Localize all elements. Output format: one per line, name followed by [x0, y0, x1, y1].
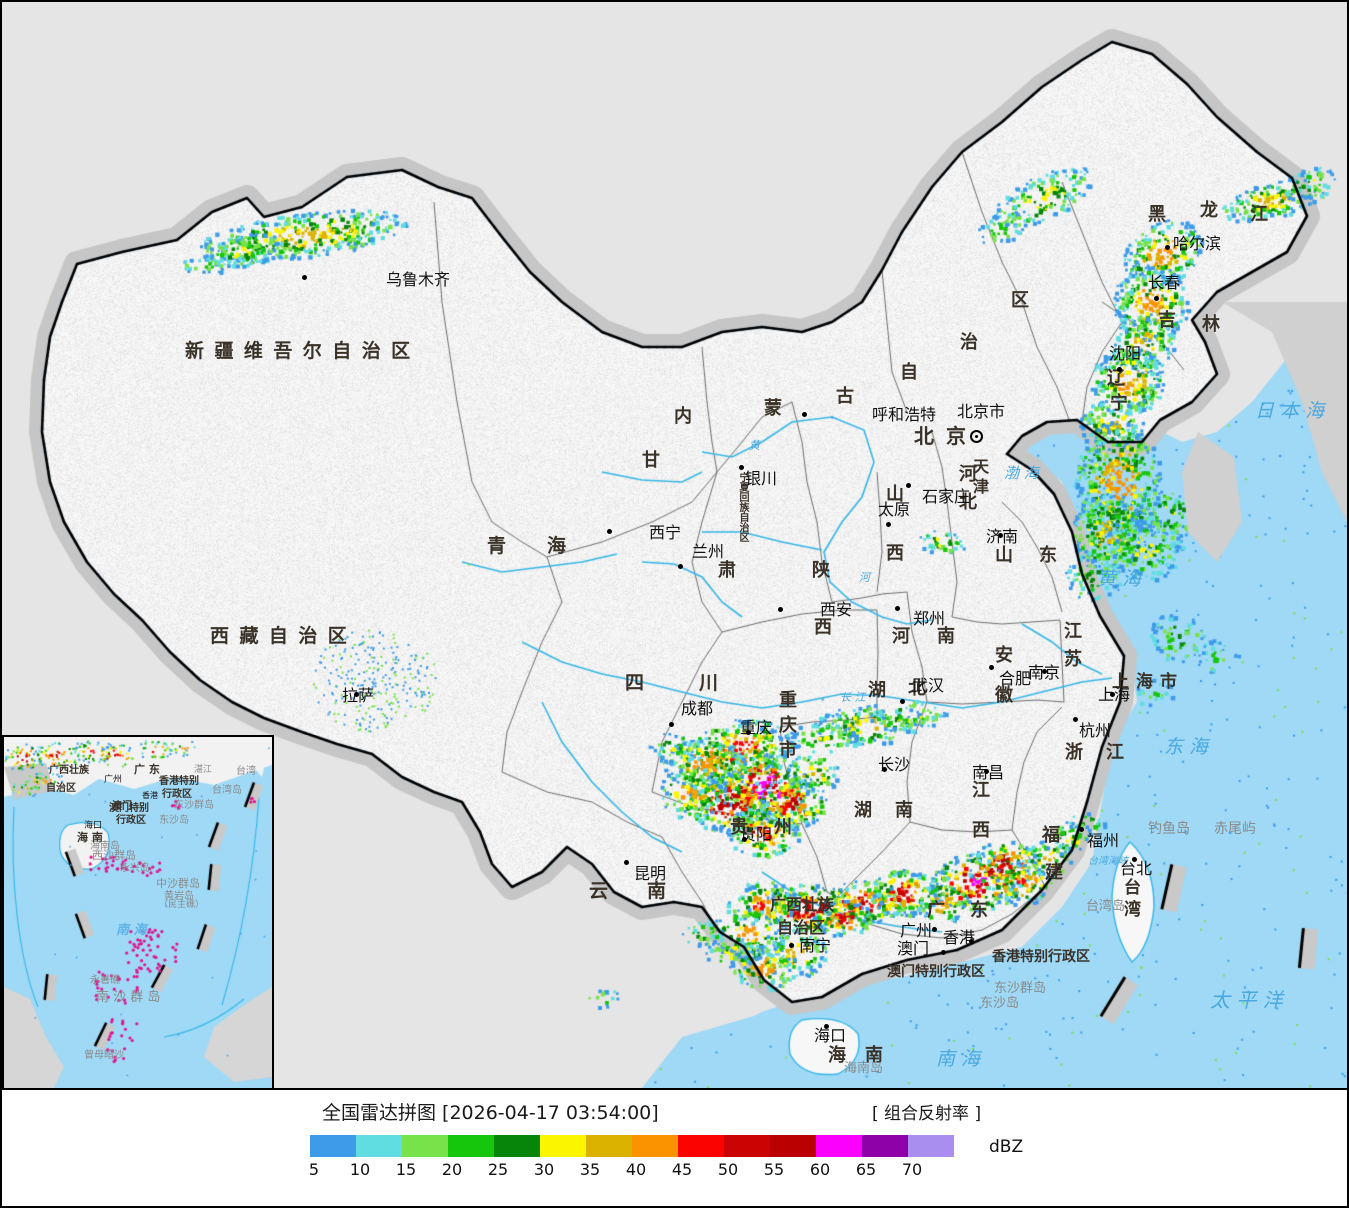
colorbar-tick-55: 55	[764, 1160, 784, 1179]
city-marker	[895, 606, 900, 611]
colorbar-tick-45: 45	[672, 1160, 692, 1179]
city-marker	[932, 927, 937, 932]
colorbar-swatch-60	[816, 1135, 862, 1157]
city-marker	[984, 769, 989, 774]
colorbar-tick-20: 20	[442, 1160, 462, 1179]
colorbar-unit-label: dBZ	[989, 1137, 1023, 1157]
page-title: 全国雷达拼图 [2026-04-17 03:54:00]	[322, 1098, 659, 1125]
colorbar-swatch-15	[402, 1135, 448, 1157]
colorbar-tick-15: 15	[396, 1160, 416, 1179]
city-marker	[669, 722, 674, 727]
city-marker	[354, 692, 359, 697]
colorbar-swatch-5	[310, 1135, 356, 1157]
city-marker	[302, 275, 307, 280]
colorbar-swatch-35	[586, 1135, 632, 1157]
city-marker	[900, 699, 905, 704]
colorbar-swatch-50	[724, 1135, 770, 1157]
capital-marker-beijing	[970, 430, 983, 443]
colorbar-tick-70: 70	[902, 1160, 922, 1179]
colorbar-swatch-30	[540, 1135, 586, 1157]
map-panel[interactable]: 新疆维吾尔自治区 西藏自治区青海甘肃内蒙古自治区宁夏回族自治区陕西山西河北山东河南…	[0, 0, 1349, 1090]
dbz-colorbar	[310, 1135, 954, 1157]
south-china-sea-inset[interactable]: 广 东广州 湛江 台湾 香港特别 行政区 台湾岛 澳门 香港 澳门特别 行政区 东沙群岛 东沙岛 广西壮…	[2, 735, 274, 1090]
city-marker	[824, 1024, 829, 1029]
city-marker	[1110, 692, 1115, 697]
colorbar-tick-labels: 5 10 15 20 25 30 35 40 45 50 55 60 65 70	[0, 1160, 1349, 1178]
colorbar-swatch-55	[770, 1135, 816, 1157]
city-marker	[739, 465, 744, 470]
city-marker	[886, 522, 891, 527]
city-marker	[778, 607, 783, 612]
city-marker	[607, 529, 612, 534]
city-marker	[678, 564, 683, 569]
colorbar-tick-30: 30	[534, 1160, 554, 1179]
colorbar-swatch-65	[862, 1135, 908, 1157]
colorbar-tick-25: 25	[488, 1160, 508, 1179]
colorbar-swatch-10	[356, 1135, 402, 1157]
colorbar-tick-35: 35	[580, 1160, 600, 1179]
colorbar-tick-65: 65	[856, 1160, 876, 1179]
product-title: [ 组合反射率 ]	[872, 1099, 981, 1124]
colorbar-swatch-20	[448, 1135, 494, 1157]
radar-mosaic-page: 新疆维吾尔自治区 西藏自治区青海甘肃内蒙古自治区宁夏回族自治区陕西山西河北山东河南…	[0, 0, 1349, 1208]
colorbar-swatch-25	[494, 1135, 540, 1157]
city-marker	[998, 533, 1003, 538]
city-marker	[1079, 827, 1084, 832]
colorbar-swatch-40	[632, 1135, 678, 1157]
colorbar-tick-40: 40	[626, 1160, 646, 1179]
colorbar-swatch-70	[908, 1135, 954, 1157]
city-marker	[969, 939, 974, 944]
city-marker	[802, 412, 807, 417]
inset-canvas	[4, 737, 272, 1088]
city-marker	[989, 665, 994, 670]
city-marker	[1165, 245, 1170, 250]
city-marker	[1042, 669, 1047, 674]
city-marker	[1132, 857, 1137, 862]
city-marker	[746, 730, 751, 735]
city-marker	[742, 837, 747, 842]
colorbar-tick-60: 60	[810, 1160, 830, 1179]
city-marker	[1117, 367, 1122, 372]
colorbar-swatch-45	[678, 1135, 724, 1157]
colorbar-tick-5: 5	[309, 1160, 319, 1179]
city-marker	[624, 860, 629, 865]
city-marker	[1073, 717, 1078, 722]
title-row: 全国雷达拼图 [2026-04-17 03:54:00] [ 组合反射率 ]	[2, 1098, 1347, 1122]
colorbar-tick-50: 50	[718, 1160, 738, 1179]
colorbar-tick-10: 10	[350, 1160, 370, 1179]
city-marker	[1154, 296, 1159, 301]
city-marker	[789, 943, 794, 948]
city-marker	[906, 483, 911, 488]
city-marker	[941, 950, 946, 955]
city-marker	[882, 767, 887, 772]
